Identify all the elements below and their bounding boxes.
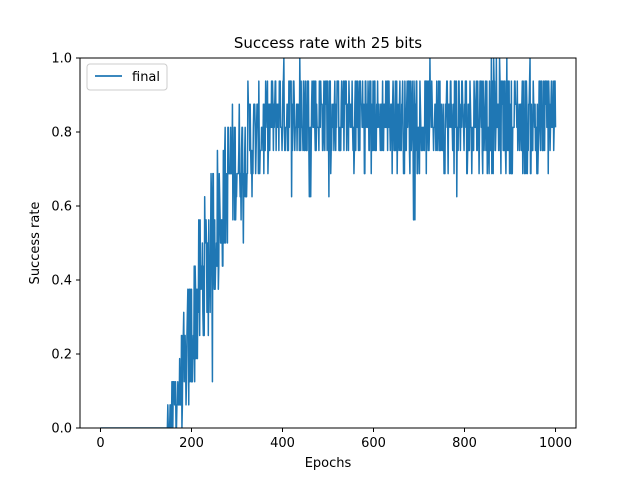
y-tick-label: 0.4 xyxy=(51,274,72,289)
y-axis: 0.0 0.2 0.4 0.6 0.8 1.0 xyxy=(51,52,80,437)
x-axis: 0 200 400 600 800 1000 xyxy=(96,428,572,451)
legend: final xyxy=(86,63,168,91)
plot-area xyxy=(79,57,577,429)
y-tick-label: 0.6 xyxy=(51,200,72,215)
legend-box xyxy=(86,63,168,91)
x-tick-label: 0 xyxy=(96,436,104,451)
plot-frame xyxy=(79,57,577,429)
x-tick-label: 600 xyxy=(361,436,386,451)
chart-title: Success rate with 25 bits xyxy=(234,34,422,52)
legend-label-final: final xyxy=(132,70,160,85)
x-tick-label: 800 xyxy=(452,436,477,451)
y-tick-label: 1.0 xyxy=(51,52,72,67)
x-tick-label: 400 xyxy=(270,436,295,451)
x-axis-title: Epochs xyxy=(305,456,352,471)
y-tick-label: 0.0 xyxy=(51,422,72,437)
y-tick-label: 0.8 xyxy=(51,126,72,141)
y-tick-label: 0.2 xyxy=(51,348,72,363)
series-line-final xyxy=(100,58,557,428)
x-tick-label: 200 xyxy=(179,436,204,451)
x-tick-label: 1000 xyxy=(539,436,572,451)
y-axis-title: Success rate xyxy=(28,202,43,285)
